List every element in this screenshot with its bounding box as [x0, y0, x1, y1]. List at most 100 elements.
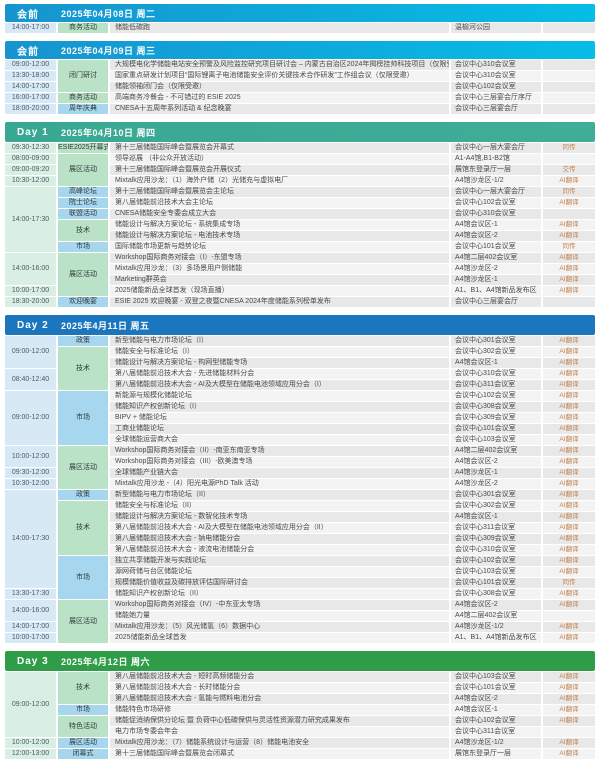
session-row: 18:00-20:00 周年庆典 CNESA十五周年系列活动 & 纪念晚宴 会议中心三… — [5, 104, 595, 115]
translation-tag: AI翻译 — [543, 435, 595, 446]
category-chip: 技术 — [58, 347, 110, 391]
event-title: ESIE 2025 欢迎晚宴 - 双登之夜暨CNESA 2024年度储能系列榜单… — [110, 297, 451, 308]
time-cell: 09:30-12:30 — [5, 143, 58, 154]
translation-tag: AI翻译 — [543, 556, 595, 567]
translation-tag: AI翻译 — [543, 716, 595, 727]
event-location: 会议中心309会议室 — [451, 413, 543, 424]
session-row: 09:00-12:00 技术 第八届储能前沿技术大会 - 短时高频储能分会 会议中心1… — [5, 672, 595, 738]
translation-tag: AI翻译 — [543, 347, 595, 358]
translation-tag: AI翻译 — [543, 380, 595, 391]
translation-tag: AI翻译 — [543, 286, 595, 297]
session-row: 技术 储能设计与解决方案论坛 - 系统集成专场 A4馆会议区-1 AI翻译 — [5, 220, 595, 242]
time-cell: 09:00-12:00 — [5, 672, 58, 738]
translation-tag: AI翻译 — [543, 424, 595, 435]
event-location: 会议中心101会议室 — [451, 424, 543, 435]
category-chip: 政策 — [58, 490, 110, 501]
section-header: 会前 2025年04月09日 周三 — [5, 41, 595, 59]
category-chip: 市场 — [58, 242, 110, 253]
event-title: 第八届储能前沿技术大会 - 短时高频储能分会 — [110, 672, 451, 683]
translation-tag: AI翻译 — [543, 457, 595, 468]
section-date: 2025年4月11日 周五 — [61, 320, 150, 331]
event-location: A4馆二层402会议室 — [451, 253, 543, 264]
time-cell: 12:00-13:00 — [5, 749, 58, 760]
translation-tag — [543, 60, 595, 71]
event-title: 储能特色市场研修 — [110, 705, 451, 716]
event-location: A4馆会议区-1 — [451, 512, 543, 523]
session-row: 09:00-12:00 政策 新型储能与电力市场论坛（I） 会议中心301会议室 AI翻… — [5, 336, 595, 369]
event-location: A4馆沙龙区-2 — [451, 264, 543, 275]
time-cell: 13:30-18:00 — [5, 71, 58, 82]
section-header: Day 2 2025年4月11日 周五 — [5, 315, 595, 335]
translation-tag: AI翻译 — [543, 176, 595, 187]
event-title: 全球储能产业链大会 — [110, 468, 451, 479]
event-location: 会议中心三层宴会厅 — [451, 297, 543, 308]
category-chip: 闭幕式 — [58, 749, 110, 760]
event-title: 储能设计与解决方案论坛 - 系统集成专场 — [110, 220, 451, 231]
session-row: 第八届储能前沿技术大会 - AI及大模型在储能电池领域应用分会（I） 会议中心31… — [5, 380, 595, 391]
event-title: Workshop国际商务对接会（III）-欧美澳专场 — [110, 457, 451, 468]
session-row: 14:00-17:00 Mixtalk应用沙龙：（5）风光储氢（6）数据中心 A4馆… — [5, 622, 595, 633]
translation-tag: AI翻译 — [543, 413, 595, 424]
category-chip: 技术 — [58, 501, 110, 556]
section-date: 2025年04月10日 周四 — [61, 127, 156, 138]
event-location: A1-A4馆,B1-B2馆 — [451, 154, 543, 165]
event-location: 会议中心102会议室 — [451, 391, 543, 402]
translation-tag — [543, 727, 595, 738]
translation-tag: AI翻译 — [543, 705, 595, 716]
category-chip: 闭门研讨 — [58, 60, 110, 93]
time-cell: 09:00-12:00 — [5, 391, 58, 446]
section-date: 2025年4月12日 周六 — [61, 656, 151, 667]
session-row: 工商业储能论坛 会议中心101会议室 AI翻译 — [5, 424, 595, 435]
event-location: 会议中心103会议室 — [451, 672, 543, 683]
category-chip: 展区活动 — [58, 600, 110, 644]
translation-tag: AI翻译 — [543, 501, 595, 512]
translation-tag — [543, 23, 595, 34]
translation-tag: 同传 — [543, 187, 595, 198]
translation-tag: AI翻译 — [543, 622, 595, 633]
event-title: CNESA储能安全专委会成立大会 — [110, 209, 451, 220]
event-title: Mixtalk应用沙龙：（5）风光储氢（6）数据中心 — [110, 622, 451, 633]
event-title: 高端商务冷餐会 - 不可错过的 ESIE 2025 — [110, 93, 451, 104]
translation-tag: AI翻译 — [543, 523, 595, 534]
section-header: 会前 2025年04月08日 周二 — [5, 4, 595, 22]
category-chip: 市场 — [58, 391, 110, 446]
event-title: 第十三届储能国际峰会暨展览会开幕式 — [110, 143, 451, 154]
section-label: Day 2 — [17, 319, 49, 331]
translation-tag: AI翻译 — [543, 264, 595, 275]
session-row: 14:00-17:00 商务活动 储能低碳跑 温榆河公园 — [5, 23, 595, 34]
event-location: A4馆会议区-2 — [451, 231, 543, 242]
category-chip: 高峰论坛 — [58, 187, 110, 198]
category-chip: 周年庆典 — [58, 104, 110, 115]
event-title: 储能低碳跑 — [110, 23, 451, 34]
event-title: 独立共享储能开发与实践论坛 — [110, 556, 451, 567]
section-header: Day 1 2025年04月10日 周四 — [5, 122, 595, 142]
translation-tag: AI翻译 — [543, 468, 595, 479]
event-location: 展馆东登录厅一层 — [451, 165, 543, 176]
session-row: 第八届储能前沿技术大会 - AI及大模型在储能电池领域应用分会（II） 会议中心3… — [5, 523, 595, 534]
category-chip: ESIE2025开幕式 — [58, 143, 110, 154]
time-cell: 08:00-09:00 — [5, 154, 58, 165]
event-location: A1、B1、A4馆新品发布区 — [451, 286, 543, 297]
session-row: 第八届储能前沿技术大会 - 液流电池储能分会 会议中心310会议室 AI翻译 — [5, 545, 595, 556]
event-location: A4馆沙龙区-1/2 — [451, 176, 543, 187]
session-row: 源网荷储与台区储能论坛 会议中心103会议室 AI翻译 — [5, 567, 595, 578]
time-cell: 14:00-16:00 — [5, 600, 58, 622]
event-title: 工商业储能论坛 — [110, 424, 451, 435]
translation-tag: AI翻译 — [543, 446, 595, 457]
event-title: 电力市场专委会年会 — [110, 727, 451, 738]
category-chip: 展区活动 — [58, 253, 110, 297]
event-title: 第八届储能前沿技术大会 - 液流电池储能分会 — [110, 545, 451, 556]
event-location: 会议中心103会议室 — [451, 567, 543, 578]
event-title: Mixtalk应用沙龙：（3）多场景用户侧储能 — [110, 264, 451, 275]
category-chip: 市场 — [58, 705, 110, 716]
translation-tag: 交传 — [543, 165, 595, 176]
event-location: 会议中心101会议室 — [451, 242, 543, 253]
category-chip: 展区活动 — [58, 738, 110, 749]
translation-tag: AI翻译 — [543, 633, 595, 644]
time-cell: 08:40-12:40 — [5, 369, 58, 391]
session-row: 储能知识产权创新论坛（I） 会议中心308会议室 AI翻译 — [5, 402, 595, 413]
event-location: 温榆河公园 — [451, 23, 543, 34]
category-chip: 技术 — [58, 220, 110, 242]
translation-tag: 同传 — [543, 578, 595, 589]
time-cell: 18:00-20:00 — [5, 104, 58, 115]
